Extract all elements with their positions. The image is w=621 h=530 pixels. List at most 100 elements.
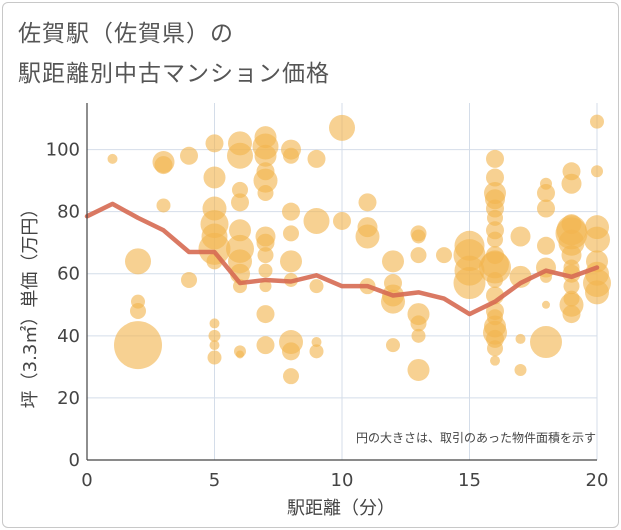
bubble-point [487, 271, 503, 288]
y-axis-label: 坪（3.3㎡）単価（万円） [19, 200, 41, 409]
bubble-point [537, 236, 555, 255]
bubble-point [283, 225, 299, 242]
bubble-point [259, 280, 272, 293]
bubble-point [258, 263, 273, 278]
bubble-point [487, 340, 503, 357]
bubble-point [205, 134, 224, 153]
bubble-point [537, 199, 555, 218]
bubble-point [283, 368, 299, 385]
bubble-point [254, 144, 277, 167]
y-tick-label: 0 [69, 450, 80, 471]
bubble-point [256, 233, 275, 252]
bubble-point [180, 146, 198, 165]
bubble-point [156, 198, 171, 213]
bubble-point [256, 305, 275, 324]
axes-layer [86, 103, 597, 461]
bubble-point [355, 224, 380, 249]
bubble-point [236, 350, 244, 359]
trend-layer [84, 201, 600, 317]
bubble-point [386, 338, 400, 353]
bubble-point [198, 232, 231, 265]
bubble-point [311, 337, 322, 348]
bubble-point [231, 193, 249, 212]
y-tick-label: 80 [57, 202, 80, 223]
bubble-point [562, 264, 581, 283]
bubble-point [382, 250, 404, 273]
bubble-point [407, 358, 430, 381]
bubble-point [329, 114, 355, 141]
bubble-point [410, 315, 427, 332]
chart-title-line2: 駅距離別中古マンション価格 [18, 61, 330, 87]
y-tick-label: 40 [57, 326, 80, 347]
bubble-point [585, 280, 609, 305]
x-tick-label: 5 [209, 470, 220, 491]
bubble-point [530, 326, 562, 359]
bubble-point [486, 149, 504, 168]
bubble-point [107, 153, 118, 164]
bubble-point [125, 248, 151, 275]
bubble-point [130, 302, 146, 319]
x-axis-label: 駅距離（分） [287, 498, 395, 519]
bubble-point [542, 300, 550, 309]
bubble-point [257, 185, 274, 202]
bubble-point [436, 247, 452, 264]
tick-labels: 0 20 40 60 80 100 0 5 10 15 20 [46, 140, 609, 491]
y-tick-label: 20 [57, 388, 80, 409]
bubble-point [257, 247, 274, 264]
bubble-point [410, 247, 427, 264]
chart-title-line1: 佐賀駅（佐賀県）の [18, 21, 234, 47]
bubble-point [282, 202, 300, 221]
y-tick-label: 60 [57, 264, 80, 285]
x-tick-label: 0 [81, 470, 92, 491]
bubble-point [208, 329, 221, 342]
bubble-point [333, 211, 351, 230]
bubble-point [358, 193, 377, 212]
bubble-point [563, 278, 580, 295]
bubble-point [537, 184, 555, 203]
bubble-point [309, 279, 324, 294]
bubble-point [209, 318, 220, 329]
bubble-point [510, 226, 531, 247]
bubble-point [282, 342, 300, 361]
x-tick-label: 20 [586, 470, 609, 491]
bubble-point [227, 142, 253, 169]
bubble-point [584, 226, 610, 253]
x-tick-label: 15 [458, 470, 481, 491]
bubble-point [303, 207, 330, 234]
bubble-point [229, 219, 251, 242]
bubble-point [283, 147, 299, 164]
bubble-point [280, 250, 302, 273]
bubble-point [515, 333, 526, 344]
bubble-point [203, 166, 226, 189]
x-tick-label: 10 [331, 470, 354, 491]
bubble-point [479, 251, 511, 284]
bubble-layer [107, 114, 611, 385]
bubble-point [590, 114, 604, 129]
bubble-point [453, 267, 486, 300]
bubble-point [307, 149, 326, 168]
bubble-point [562, 305, 581, 324]
bubble-point [253, 168, 278, 193]
bubble-point [256, 336, 275, 355]
bubble-point [411, 328, 426, 343]
bubble-point [490, 355, 500, 366]
y-tick-label: 100 [46, 140, 80, 161]
bubble-point [486, 168, 504, 187]
bubble-point [591, 165, 603, 178]
trend-line [84, 201, 600, 317]
bubble-point [561, 245, 582, 266]
bubble-point [181, 271, 197, 288]
bubble-point [114, 321, 162, 370]
bubble-point [561, 173, 582, 194]
bubble-point [487, 231, 503, 248]
bubble-point [154, 156, 173, 175]
bubble-point [207, 350, 222, 365]
bubble-point [411, 229, 426, 244]
bubble-point [487, 209, 503, 226]
bubble-point [209, 340, 220, 351]
bubble-point [309, 344, 324, 359]
bubble-point [232, 181, 248, 198]
bubble-size-note: 円の大きさは、取引のあった物件面積を示す [356, 430, 596, 445]
